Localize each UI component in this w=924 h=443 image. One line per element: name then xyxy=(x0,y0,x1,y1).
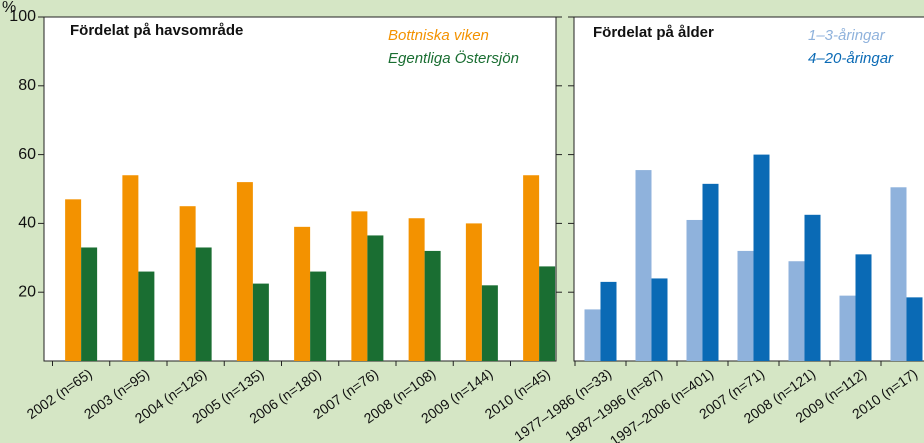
bar xyxy=(195,247,212,361)
bar xyxy=(367,235,384,361)
bar xyxy=(600,281,617,361)
bar xyxy=(906,297,923,361)
bar xyxy=(294,226,311,361)
bar xyxy=(788,261,805,361)
bar xyxy=(236,182,253,361)
bar xyxy=(179,206,196,361)
bar xyxy=(839,295,856,361)
bar xyxy=(753,154,770,361)
bar xyxy=(737,250,754,361)
bar xyxy=(122,175,139,361)
bar xyxy=(523,175,540,361)
bar xyxy=(351,211,368,361)
bar xyxy=(702,183,719,361)
y-tick-label: 80 xyxy=(18,77,36,94)
legend-entry: 4–20-åringar xyxy=(808,50,894,67)
legend-entry: Egentliga Östersjön xyxy=(388,49,519,67)
bar xyxy=(252,283,269,361)
bar xyxy=(81,247,98,361)
bar xyxy=(465,223,482,361)
y-axis-label: % xyxy=(2,0,16,16)
bar xyxy=(855,254,872,361)
bar xyxy=(310,271,327,361)
bar xyxy=(584,309,601,361)
legend-entry: 1–3-åringar xyxy=(808,27,886,44)
bar xyxy=(890,187,907,361)
bar xyxy=(138,271,155,361)
y-tick-label: 40 xyxy=(18,215,36,232)
bar xyxy=(686,219,703,361)
y-tick-label: 20 xyxy=(18,283,36,300)
bar xyxy=(635,170,652,361)
panel-title: Fördelat på ålder xyxy=(593,24,714,41)
legend-entry: Bottniska viken xyxy=(388,27,489,44)
bar xyxy=(481,285,498,361)
y-tick-label: 60 xyxy=(18,146,36,163)
bar xyxy=(408,218,425,361)
y-tick-label: 100 xyxy=(9,8,36,25)
bar xyxy=(539,266,556,361)
panel-title: Fördelat på havsområde xyxy=(70,22,243,39)
bar xyxy=(651,278,668,361)
bar xyxy=(804,214,821,361)
bar xyxy=(65,199,82,361)
bar xyxy=(424,250,441,361)
